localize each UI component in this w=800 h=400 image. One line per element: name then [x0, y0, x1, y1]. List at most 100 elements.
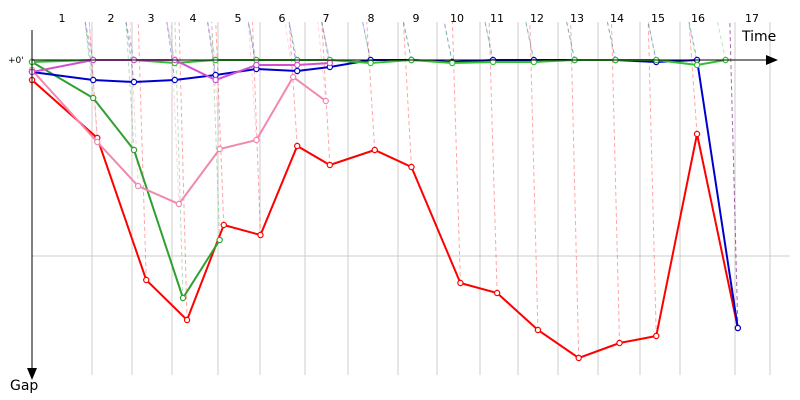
- lap-label: 4: [190, 12, 197, 25]
- data-point: [326, 161, 334, 169]
- series: [28, 58, 223, 302]
- zero-label: +0': [8, 56, 24, 66]
- data-point: [493, 289, 501, 297]
- lap-connector: [211, 21, 221, 150]
- data-point: [183, 316, 191, 324]
- data-point: [89, 76, 97, 84]
- lap-label: 13: [570, 12, 584, 25]
- lap-connector: [647, 21, 657, 337]
- lap-connector: [178, 21, 188, 321]
- lap-connector: [443, 21, 453, 64]
- lap-connector: [366, 21, 376, 151]
- lap-label: 6: [279, 12, 286, 25]
- lap-connector: [402, 21, 412, 168]
- lap-connector: [251, 21, 261, 236]
- data-point: [457, 279, 464, 287]
- lap-connector: [688, 21, 698, 135]
- data-point: [449, 59, 456, 67]
- data-point: [212, 76, 219, 84]
- data-point: [175, 200, 183, 208]
- data-point: [216, 236, 223, 244]
- y-axis-title: Gap: [10, 378, 38, 394]
- lap-connector: [125, 21, 135, 83]
- series-line: [31, 79, 739, 360]
- data-point: [253, 136, 260, 144]
- series: [28, 76, 742, 362]
- lap-label: 7: [323, 12, 330, 25]
- lap-label: 10: [450, 12, 464, 25]
- x-axis-title: Time: [741, 29, 776, 45]
- lap-label: 5: [235, 12, 242, 25]
- data-point: [130, 146, 138, 154]
- lap-connector: [488, 21, 498, 294]
- lap-connector: [529, 21, 539, 331]
- data-point: [216, 145, 223, 153]
- lap-connector: [729, 21, 739, 329]
- lap-connector: [207, 21, 217, 81]
- lap-connector: [288, 21, 298, 147]
- data-point: [257, 231, 264, 239]
- series-line: [31, 58, 739, 329]
- series: [28, 66, 329, 208]
- x-axis-arrow: [766, 55, 778, 65]
- data-point: [130, 78, 138, 86]
- lap-connector: [484, 21, 494, 63]
- data-point: [326, 59, 334, 67]
- lap-label: 12: [530, 12, 544, 25]
- data-point: [253, 61, 260, 69]
- data-point: [693, 130, 701, 138]
- data-point: [489, 58, 497, 66]
- lap-connector: [321, 21, 331, 166]
- lap-label: 8: [368, 12, 375, 25]
- lap-labels: 1 2 3 4 5 6 7 8 9 10 11 12 13 14 15 16 17: [59, 12, 760, 25]
- data-point: [294, 142, 301, 150]
- data-point: [294, 61, 301, 69]
- data-point: [94, 138, 101, 146]
- lap-connector: [729, 21, 739, 329]
- axes: Time Gap +0': [8, 29, 778, 394]
- lap-label: 15: [651, 12, 665, 25]
- data-point: [367, 59, 374, 67]
- data-point: [408, 163, 415, 171]
- lap-connector: [84, 21, 94, 81]
- y-axis-arrow: [27, 368, 37, 380]
- data-point: [179, 294, 187, 302]
- lap-connector: [207, 21, 217, 76]
- data-point: [294, 67, 301, 75]
- data-point: [134, 182, 142, 190]
- lap-connectors: [84, 21, 739, 359]
- data-point: [616, 339, 623, 347]
- lap-connector: [125, 21, 135, 61]
- data-point: [89, 94, 97, 102]
- series-line: [31, 69, 327, 206]
- grid: [32, 22, 790, 375]
- series-layer: [28, 56, 742, 362]
- lap-connector: [570, 21, 580, 359]
- data-point: [693, 61, 701, 69]
- lap-connector: [170, 21, 180, 205]
- lap-label: 17: [745, 12, 759, 25]
- data-point: [534, 326, 542, 334]
- data-point: [322, 97, 329, 105]
- lap-connector: [125, 21, 135, 61]
- data-point: [371, 146, 378, 154]
- data-point: [143, 276, 150, 284]
- lap-connector: [611, 21, 621, 344]
- lap-connector: [166, 21, 176, 81]
- lap-connector: [88, 21, 98, 143]
- lap-label: 3: [148, 12, 155, 25]
- lap-label: 1: [59, 12, 66, 25]
- lap-connector: [215, 21, 225, 226]
- lap-connector: [137, 21, 147, 281]
- data-point: [734, 324, 742, 332]
- lap-label: 9: [413, 12, 420, 25]
- lap-connector: [211, 21, 221, 241]
- data-point: [289, 73, 297, 81]
- lap-label: 16: [691, 12, 705, 25]
- series: [28, 56, 742, 332]
- series-line: [31, 61, 221, 301]
- data-point: [653, 332, 660, 340]
- lap-label: 11: [490, 12, 504, 25]
- lap-connector: [284, 21, 294, 78]
